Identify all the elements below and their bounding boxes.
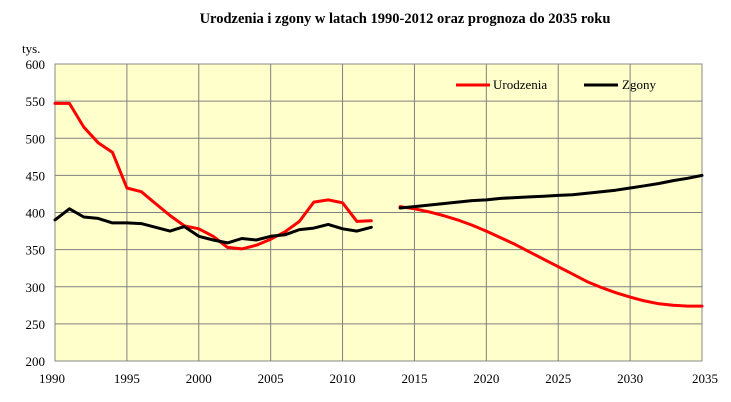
y-tick-label-600: 600 [26, 57, 46, 72]
y-tick-label-450: 450 [26, 168, 46, 183]
y-axis-ticks: 200 250 300 350 400 450 500 550 600 [26, 57, 46, 369]
y-tick-label-350: 350 [26, 243, 46, 258]
grid [55, 64, 702, 361]
y-axis-unit-label: tys. [22, 41, 40, 56]
x-tick-label-2025: 2025 [545, 371, 571, 386]
legend: Urodzenia Zgony [456, 77, 656, 92]
x-tick-label-2020: 2020 [473, 371, 499, 386]
series-group [53, 101, 704, 308]
x-tick-label-2000: 2000 [186, 371, 212, 386]
y-tick-label-250: 250 [26, 317, 46, 332]
x-axis-ticks: 1990 1995 2000 2005 2010 2015 2020 2025 2030 2035 [39, 371, 718, 386]
x-tick-label-2005: 2005 [258, 371, 284, 386]
series-line-zgony-forecast [398, 173, 704, 210]
y-tick-label-500: 500 [26, 131, 46, 146]
x-tick-label-2030: 2030 [617, 371, 643, 386]
legend-label-urodzenia: Urodzenia [493, 77, 547, 92]
x-tick-label-2035: 2035 [692, 371, 718, 386]
series-line-urodzenia-historical [53, 101, 373, 251]
x-tick-label-1990: 1990 [39, 371, 65, 386]
y-tick-label-300: 300 [26, 280, 46, 295]
series-line-urodzenia-forecast [398, 205, 704, 308]
y-tick-label-550: 550 [26, 94, 46, 109]
x-tick-label-2015: 2015 [401, 371, 427, 386]
x-tick-label-1995: 1995 [114, 371, 140, 386]
y-tick-label-400: 400 [26, 206, 46, 221]
x-tick-label-2010: 2010 [330, 371, 356, 386]
y-tick-label-200: 200 [26, 354, 46, 369]
legend-label-zgony: Zgony [622, 77, 656, 92]
chart-title: Urodzenia i zgony w latach 1990-2012 ora… [200, 11, 611, 27]
series-line-zgony-historical [53, 207, 373, 245]
